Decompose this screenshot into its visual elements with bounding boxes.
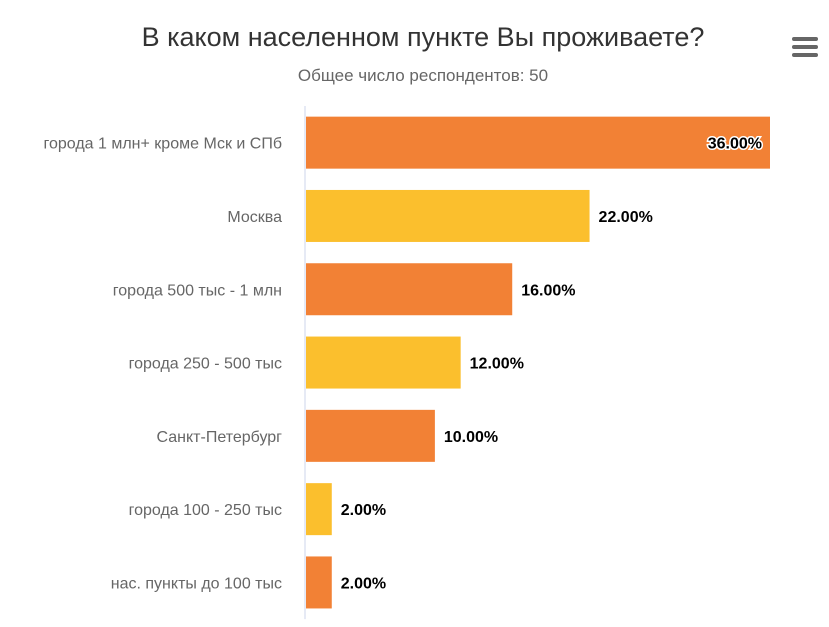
category-label: Санкт-Петербург [157,429,283,446]
category-label: нас. пункты до 100 тыс [111,575,282,592]
chart-title: В каком населенном пункте Вы проживаете? [141,22,705,52]
bar[interactable] [306,116,770,169]
category-label: Москва [227,209,282,226]
category-label: города 1 млн+ кроме Мск и СПб [43,136,282,153]
bar[interactable] [306,189,590,242]
bar[interactable] [306,409,435,462]
data-label: 10.00% [444,429,498,446]
bar[interactable] [306,483,332,536]
bar[interactable] [306,336,461,389]
bar[interactable] [306,263,513,316]
chart-subtitle: Общее число респондентов: 50 [297,66,549,85]
hamburger-menu-icon[interactable] [790,34,820,60]
data-label: 2.00% [341,575,386,592]
data-label: 12.00% [470,356,524,373]
data-label: 2.00% [341,502,386,519]
data-label: 36.00% [708,136,762,153]
bar[interactable] [306,556,332,609]
category-label: города 250 - 500 тыс [129,356,282,373]
data-label: 22.00% [599,209,653,226]
category-label: города 100 - 250 тыс [129,502,282,519]
data-label: 16.00% [521,282,575,299]
category-label: города 500 тыс - 1 млн [113,282,282,299]
